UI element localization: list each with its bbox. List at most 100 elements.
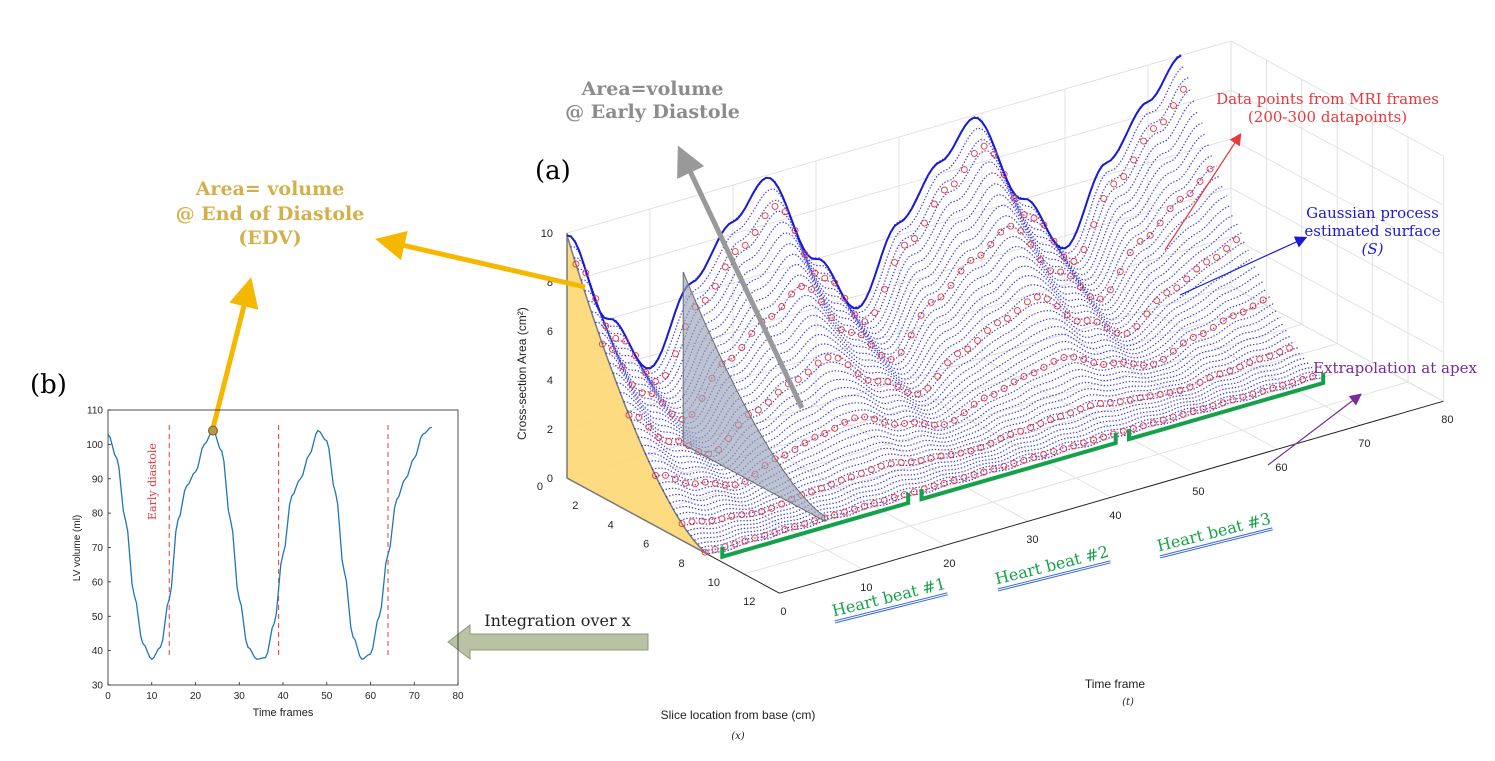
mri-point [950, 477, 958, 484]
mri-point [957, 267, 965, 275]
surface-line [634, 249, 1249, 462]
surface-crest [566, 54, 1182, 370]
z-tick-label: 4 [547, 375, 553, 387]
lv-volume-curve [107, 426, 433, 661]
mri-point [1037, 419, 1045, 427]
mri-point [1209, 402, 1217, 410]
mri-point [967, 447, 975, 455]
mri-point [1017, 427, 1025, 435]
mri-point [1126, 249, 1134, 256]
mri-points-line1: Data points from MRI frames [1216, 90, 1439, 108]
mri-point [1150, 360, 1157, 368]
mri-point [701, 478, 709, 486]
wall-grid-z [566, 40, 1232, 234]
surface-line [665, 316, 1281, 502]
mri-point [1010, 378, 1018, 386]
yellow-area-slice [566, 235, 710, 556]
mri-point [1060, 354, 1068, 361]
mri-point [798, 283, 806, 290]
mri-point [837, 476, 845, 484]
mri-point [761, 531, 769, 539]
mri-point [658, 399, 666, 407]
mri-points-line2: (200-300 datapoints) [1247, 108, 1408, 126]
mri-point [1219, 317, 1227, 325]
mri-point [1100, 433, 1107, 441]
mri-point [662, 371, 669, 379]
mri-point [1080, 246, 1088, 254]
mri-points-annotation: Data points from MRI frames (200-300 dat… [1205, 90, 1450, 126]
mri-point [927, 298, 935, 306]
mri-point [701, 296, 709, 304]
mri-point [954, 350, 962, 358]
gp-surface-line3: (S) [1361, 240, 1384, 258]
extrapolation-annotation: Extrapolation at apex [1313, 359, 1477, 377]
mri-point [887, 355, 895, 363]
surface-line [676, 335, 1292, 516]
mri-point [778, 303, 786, 310]
mri-point [831, 511, 838, 519]
wall-grid-z [566, 138, 1232, 332]
mri-point [891, 258, 899, 266]
mri-point [801, 520, 809, 528]
early-diastole-line2: @ Early Diastole [565, 100, 740, 123]
mri-point [1106, 399, 1114, 406]
surface-line [627, 232, 1242, 453]
mri-point [930, 421, 938, 429]
mri-point [1309, 373, 1317, 380]
x-tick-label: 30 [234, 691, 246, 702]
mri-point [1120, 173, 1128, 181]
mri-point [804, 368, 812, 376]
surface-line [577, 88, 1193, 385]
mri-point [1176, 195, 1184, 203]
mri-point [990, 465, 998, 473]
mri-point [1169, 413, 1177, 421]
mri-point [1086, 402, 1094, 410]
gp-surface-arrow [1179, 236, 1308, 296]
mri-point [1130, 156, 1138, 164]
mri-point [592, 295, 600, 303]
integration-annotation: Integration over x [484, 611, 631, 630]
surface-line [620, 214, 1235, 444]
surface-line [623, 223, 1239, 449]
mri-point [781, 208, 789, 216]
early-diastole-line1: Area=volume [581, 78, 724, 100]
mri-point [1086, 293, 1094, 301]
x-tick-label: 50 [321, 691, 333, 702]
mri-point [738, 344, 746, 351]
side-grid-z [1230, 187, 1444, 304]
mri-point [1206, 374, 1214, 382]
mri-point [1123, 329, 1131, 337]
mri-point [811, 433, 819, 441]
wall-grid-z [566, 187, 1232, 381]
y-tick-label: 90 [92, 474, 104, 485]
mri-point [827, 480, 835, 488]
surface-line [694, 362, 1309, 541]
mri-point [1136, 394, 1144, 402]
mri-point [867, 341, 875, 349]
surface-line [655, 296, 1270, 488]
mri-point [950, 180, 958, 188]
mri-point [1030, 214, 1038, 222]
mri-point [645, 423, 653, 431]
side-grid-z [1230, 138, 1444, 255]
mri-point [1179, 410, 1187, 418]
mri-point [1020, 372, 1028, 380]
mri-point [718, 515, 726, 523]
mri-point [731, 248, 739, 256]
mri-point [940, 421, 948, 429]
panel-b-label: (b) [30, 370, 67, 400]
mri-point [1170, 102, 1177, 110]
z-tick-label: 10 [541, 228, 553, 240]
x-tick-label: 2 [572, 500, 578, 512]
mri-point [1096, 400, 1104, 408]
mri-point [1166, 389, 1174, 397]
gp-surface-line2: estimated surface [1304, 222, 1441, 240]
floor-grid-t [981, 357, 1195, 474]
mri-point [1057, 268, 1065, 276]
y-tick-label: 60 [92, 577, 104, 588]
mri-point [711, 479, 719, 487]
mri-point [598, 340, 606, 348]
mri-point [1027, 240, 1035, 248]
t-tick-label: 30 [1026, 534, 1038, 546]
mri-point [1163, 289, 1171, 297]
